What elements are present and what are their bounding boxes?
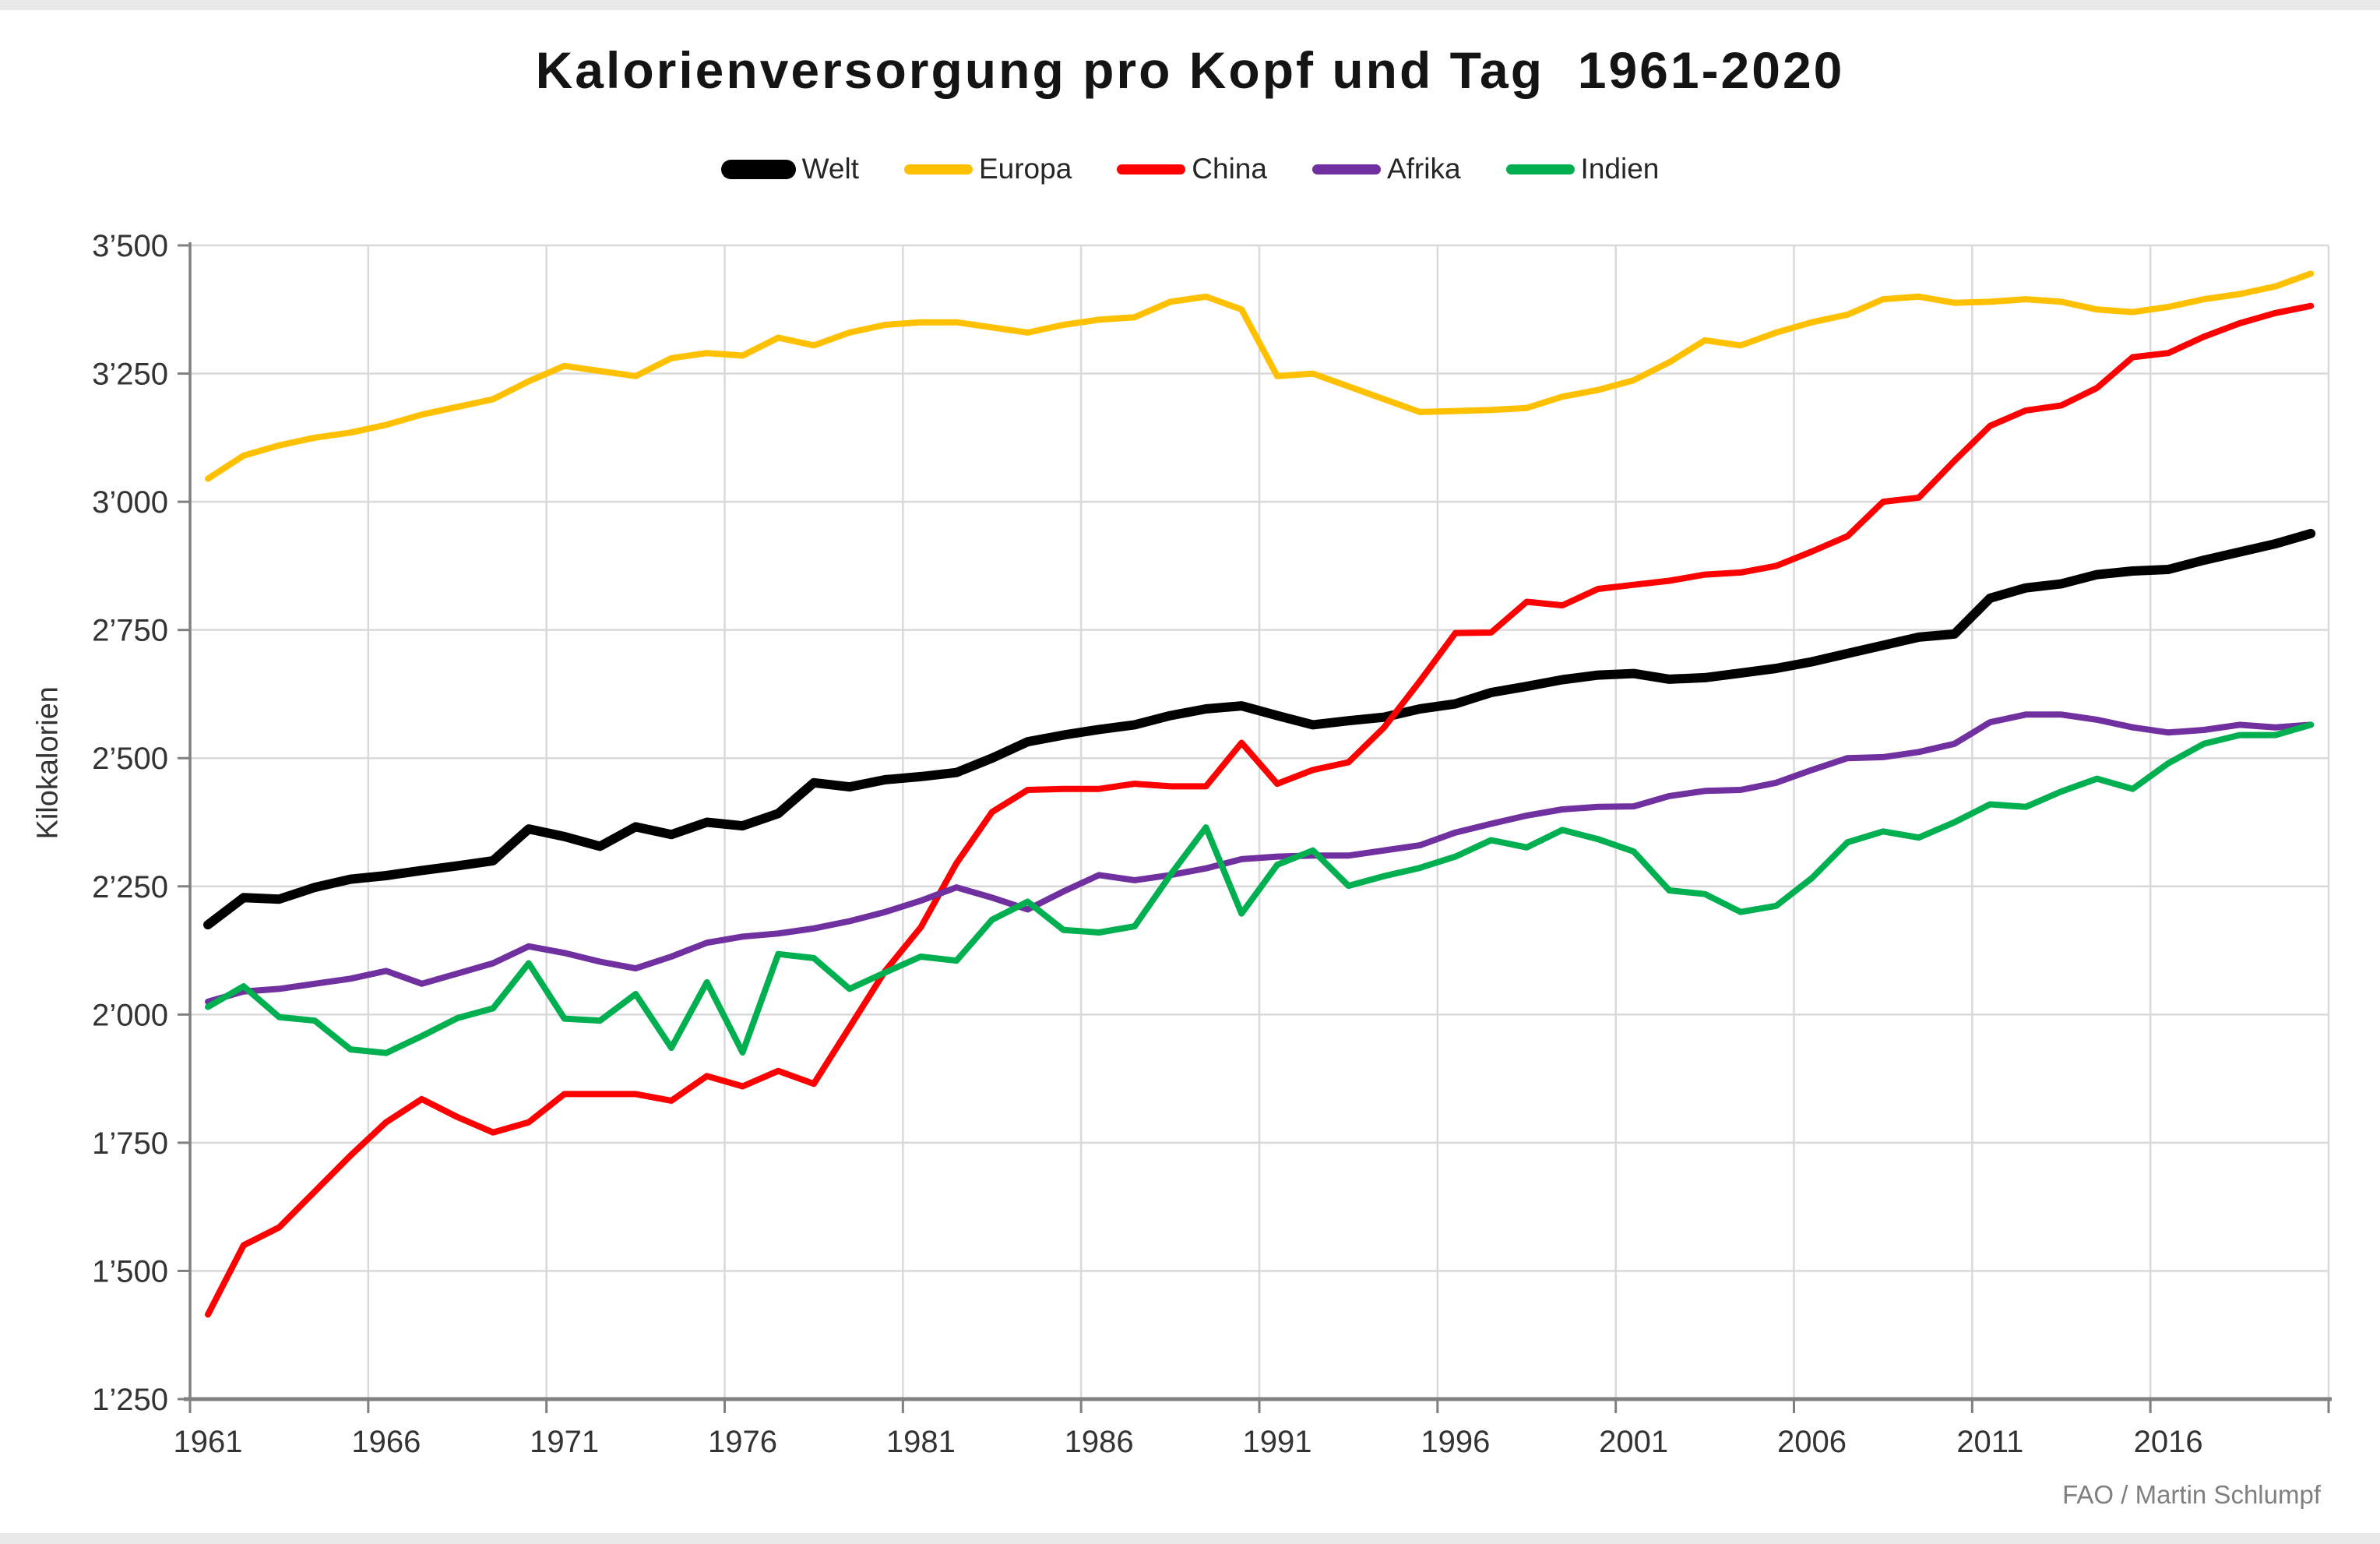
series-line-europa [205,270,2315,482]
legend-label: Europa [978,153,1072,185]
x-tick-label: 1966 [351,1425,421,1459]
x-tick-label: 2011 [1956,1425,2023,1459]
source-credit: FAO / Martin Schlumpf [2062,1480,2321,1509]
legend-label: Welt [801,153,859,185]
x-tick-label: 2006 [1777,1425,1847,1459]
legend-label: China [1192,153,1267,185]
series-line-welt [203,528,2316,930]
legend-line-sample-china [1117,164,1186,174]
legend-label: Afrika [1386,153,1461,185]
bottom-border-strip [0,1533,2380,1544]
y-tick-label: 3’250 [92,358,168,392]
y-tick-label: 1’750 [92,1126,168,1161]
chart-legend: Welt Europa China Afrika Indien [0,153,2380,185]
y-tick-label: 2’750 [92,614,168,648]
x-tick-label: 2016 [2134,1425,2203,1459]
x-tick-label: 1976 [708,1425,777,1459]
legend-line-sample-indien [1505,164,1575,174]
series-line-indien [205,721,2315,1056]
y-tick-label: 2’250 [92,870,168,904]
top-border-strip [0,0,2380,10]
y-tick-label: 3’500 [92,229,168,263]
x-tick-label: 1996 [1421,1425,1490,1459]
legend-label: Indien [1580,153,1660,185]
series-line-afrika [205,711,2315,1005]
y-tick-label: 2’500 [92,742,168,776]
y-tick-label: 1’500 [92,1254,168,1288]
legend-item-indien: Indien [1505,153,1660,185]
legend-item-europa: Europa [903,153,1072,185]
legend-line-sample-europa [903,164,973,174]
legend-line-sample-afrika [1311,164,1381,174]
x-tick-label: 1961 [174,1425,243,1459]
x-tick-label: 2001 [1599,1425,1668,1459]
series-line-china [205,302,2315,1318]
y-tick-label: 2’000 [92,998,168,1032]
y-tick-label: 1’250 [92,1383,168,1417]
legend-line-sample-welt [720,159,796,179]
legend-item-afrika: Afrika [1311,153,1461,185]
x-tick-label: 1991 [1243,1425,1312,1459]
x-tick-label: 1981 [886,1425,956,1459]
legend-item-china: China [1117,153,1267,185]
legend-item-welt: Welt [720,153,859,185]
x-tick-label: 1971 [530,1425,599,1459]
y-tick-label: 3’000 [92,485,168,520]
x-tick-label: 1986 [1065,1425,1134,1459]
chart-title: Kalorienversorgung pro Kopf und Tag 1961… [535,41,1845,99]
